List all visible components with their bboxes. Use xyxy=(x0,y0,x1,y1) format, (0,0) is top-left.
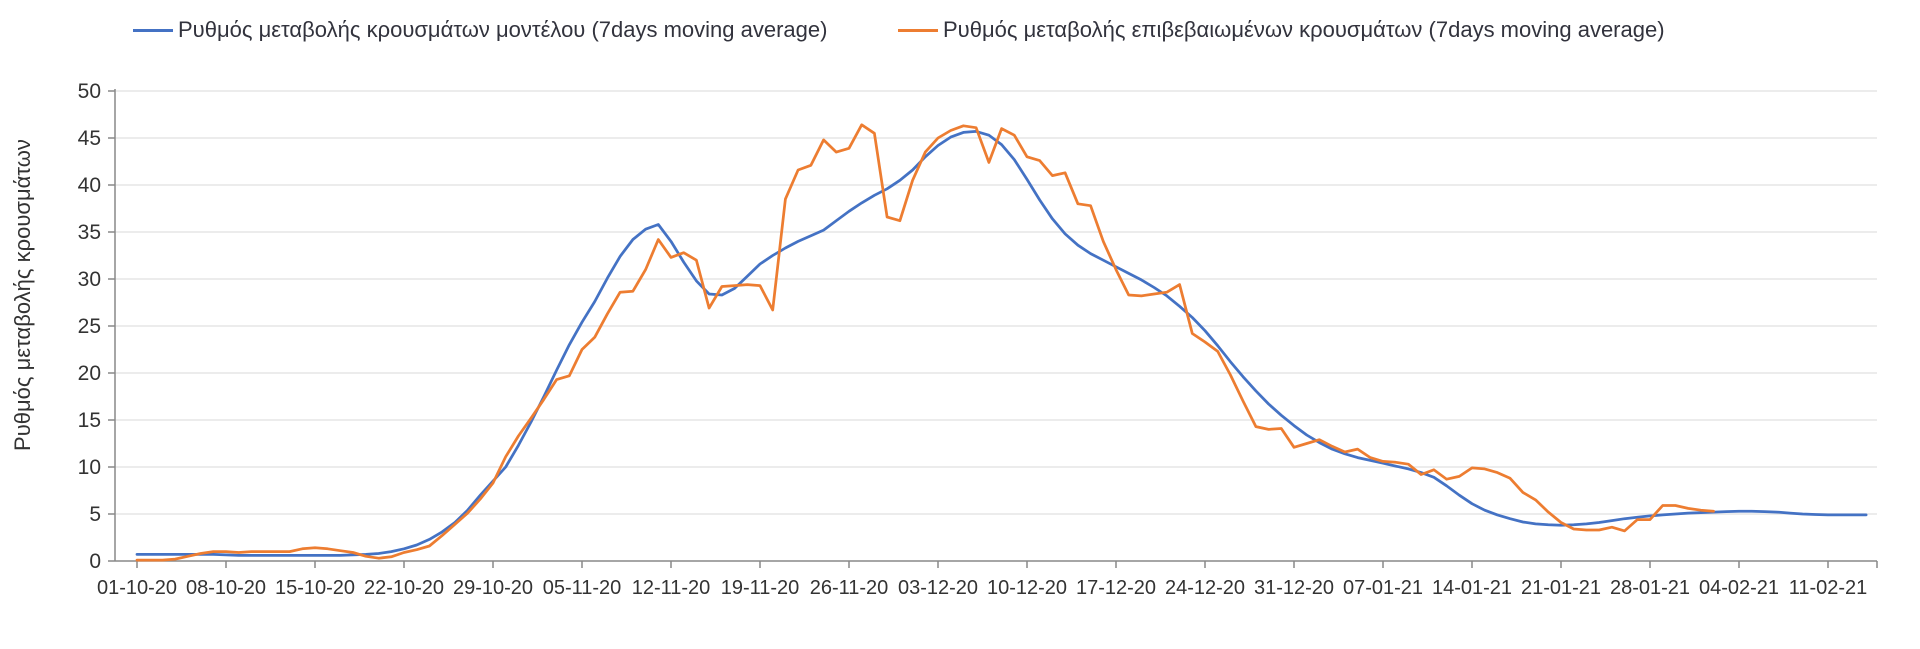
x-tick-label: 17-12-20 xyxy=(1076,577,1156,599)
legend-item-confirmed: Ρυθμός μεταβολής επιβεβαιωμένων κρουσμάτ… xyxy=(898,17,1665,43)
y-tick-label: 25 xyxy=(78,315,101,338)
x-tick-label: 08-10-20 xyxy=(186,577,266,599)
y-tick-label: 10 xyxy=(78,456,101,479)
y-tick-label: 5 xyxy=(89,503,101,526)
y-tick-label: 40 xyxy=(78,174,101,197)
y-tick-label: 50 xyxy=(78,80,101,103)
x-tick-label: 01-10-20 xyxy=(97,577,177,599)
x-tick-label: 11-02-21 xyxy=(1789,577,1868,599)
legend-label-model: Ρυθμός μεταβολής κρουσμάτων μοντέλου (7d… xyxy=(178,17,828,42)
x-tick-label: 21-01-21 xyxy=(1521,577,1601,599)
x-tick-label: 19-11-20 xyxy=(721,577,800,599)
x-tick-label: 24-12-20 xyxy=(1165,577,1245,599)
x-tick-label: 14-01-21 xyxy=(1432,577,1512,599)
y-tick-label: 35 xyxy=(78,221,101,244)
series-line-model xyxy=(135,130,1868,557)
y-tick-label: 30 xyxy=(78,268,101,291)
x-tick-label: 26-11-20 xyxy=(810,577,889,599)
series-line-confirmed xyxy=(135,123,1715,562)
model-line-marker-icon xyxy=(133,28,173,32)
x-tick-label: 15-10-20 xyxy=(275,577,355,599)
x-tick-label: 12-11-20 xyxy=(632,577,711,599)
legend-item-model: Ρυθμός μεταβολής κρουσμάτων μοντέλου (7d… xyxy=(133,17,827,43)
x-tick-label: 05-11-20 xyxy=(543,577,622,599)
x-tick-label: 29-10-20 xyxy=(453,577,533,599)
x-tick-label: 07-01-21 xyxy=(1343,577,1423,599)
y-tick-label: 20 xyxy=(78,362,101,385)
x-tick-label: 03-12-20 xyxy=(898,577,978,599)
x-tick-label: 31-12-20 xyxy=(1254,577,1334,599)
x-tick-label: 04-02-21 xyxy=(1699,577,1779,599)
x-tick-label: 28-01-21 xyxy=(1610,577,1690,599)
legend-label-confirmed: Ρυθμός μεταβολής επιβεβαιωμένων κρουσμάτ… xyxy=(943,17,1665,42)
chart-legend: Ρυθμός μεταβολής κρουσμάτων μοντέλου (7d… xyxy=(0,0,1920,56)
y-tick-label: 45 xyxy=(78,127,101,150)
confirmed-line-marker-icon xyxy=(898,28,938,32)
x-tick-label: 10-12-20 xyxy=(987,577,1067,599)
y-tick-label: 15 xyxy=(78,409,101,432)
y-tick-label: 0 xyxy=(89,550,101,573)
x-tick-label: 22-10-20 xyxy=(364,577,444,599)
